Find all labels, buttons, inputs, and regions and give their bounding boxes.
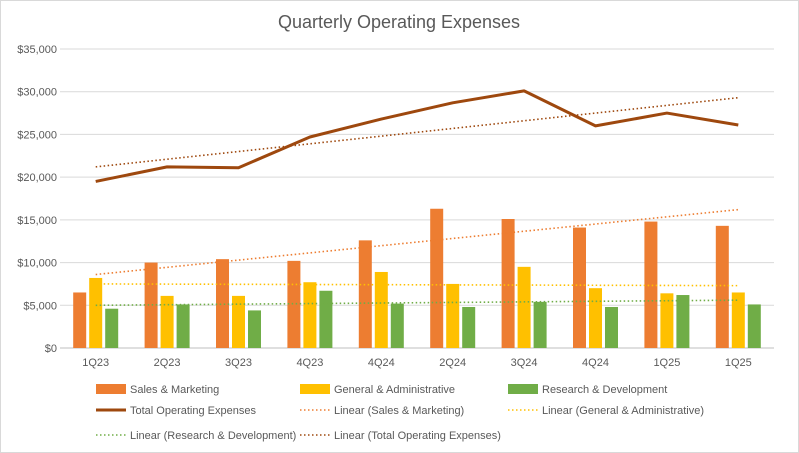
legend-swatch-general-administrative: [300, 384, 330, 394]
trendlines: [95, 96, 739, 307]
bar-sales-marketing-3: [287, 260, 301, 348]
bar-general-administrative-6: [517, 266, 531, 348]
trendline-linear-general-administrative: [95, 283, 739, 287]
legend-swatch-sales-marketing: [96, 384, 126, 394]
legend: Sales & Marketing General & Administrativ…: [96, 384, 704, 442]
bar-research-development-4: [390, 303, 404, 348]
x-tick-label-9: 1Q25: [725, 357, 752, 369]
trendline-linear-total-operating-expenses: [95, 96, 739, 168]
bar-research-development-2: [248, 310, 261, 348]
bar-general-administrative-7: [589, 288, 602, 348]
bar-research-development-0: [105, 308, 119, 348]
x-tick-label-8: 1Q25: [653, 357, 680, 369]
bar-general-administrative-2: [232, 295, 245, 348]
bar-sales-marketing-9: [715, 225, 729, 348]
trendline-linear-sales-marketing: [95, 208, 739, 276]
y-tick-label-5: $25,000: [17, 129, 57, 141]
x-tick-label-6: 3Q24: [511, 357, 538, 369]
bar-sales-marketing-8: [644, 221, 658, 348]
y-tick-label-0: $0: [45, 343, 57, 355]
bar-sales-marketing-2: [216, 259, 229, 348]
legend-swatch-research-development: [508, 384, 538, 394]
legend-label-linear-sales-marketing: Linear (Sales & Marketing): [334, 405, 464, 417]
bar-sales-marketing-1: [144, 262, 158, 348]
bars: [73, 208, 761, 348]
bar-research-development-3: [319, 290, 333, 348]
y-tick-label-3: $15,000: [17, 215, 57, 227]
y-tick-label-1: $5,000: [23, 300, 57, 312]
y-tick-label-7: $35,000: [17, 44, 57, 56]
line-total-operating-expenses: [95, 89, 739, 183]
bar-research-development-9: [747, 304, 761, 348]
x-tick-label-4: 4Q24: [368, 357, 395, 369]
bar-sales-marketing-5: [430, 208, 444, 348]
y-axis-ticks: $0 $5,000 $10,000 $15,000 $20,000 $25,000 $30,…: [17, 44, 57, 355]
y-tick-label-4: $20,000: [17, 172, 57, 184]
bar-general-administrative-0: [89, 277, 103, 348]
bar-general-administrative-9: [731, 292, 745, 348]
bar-research-development-7: [605, 306, 618, 348]
legend-label-linear-general-administrative: Linear (General & Administrative): [542, 405, 704, 417]
legend-label-linear-research-development: Linear (Research & Development): [130, 430, 296, 442]
bar-general-administrative-1: [160, 295, 174, 348]
x-tick-label-3: 4Q23: [296, 357, 323, 369]
series-lines: [95, 89, 739, 183]
x-tick-label-0: 1Q23: [82, 357, 109, 369]
bar-general-administrative-5: [446, 283, 460, 348]
bar-research-development-8: [676, 295, 690, 348]
trendline-linear-research-development: [95, 299, 739, 307]
x-tick-label-1: 2Q23: [154, 357, 181, 369]
bar-sales-marketing-7: [573, 227, 586, 348]
legend-label-total-operating-expenses: Total Operating Expenses: [130, 405, 256, 417]
legend-label-sales-marketing: Sales & Marketing: [130, 384, 219, 396]
bar-research-development-5: [462, 306, 476, 348]
bar-sales-marketing-0: [73, 292, 87, 348]
y-tick-label-6: $30,000: [17, 87, 57, 99]
bar-sales-marketing-4: [358, 240, 372, 348]
chart-title: Quarterly Operating Expenses: [278, 12, 520, 32]
legend-label-general-administrative: General & Administrative: [334, 384, 455, 396]
x-tick-label-2: 3Q23: [225, 357, 252, 369]
x-axis-ticks: 1Q23 2Q23 3Q23 4Q23 4Q24 2Q24 3Q24 4Q24 1Q25 1Q25: [82, 357, 752, 369]
y-tick-label-2: $10,000: [17, 258, 57, 270]
x-tick-label-5: 2Q24: [439, 357, 466, 369]
bar-general-administrative-8: [660, 293, 674, 348]
bar-general-administrative-4: [374, 271, 388, 348]
bar-research-development-6: [533, 301, 547, 348]
x-tick-label-7: 4Q24: [582, 357, 609, 369]
legend-label-linear-total-operating-expenses: Linear (Total Operating Expenses): [334, 430, 501, 442]
legend-label-research-development: Research & Development: [542, 384, 667, 396]
bar-sales-marketing-6: [501, 219, 515, 348]
bar-research-development-1: [176, 304, 190, 348]
bar-general-administrative-3: [303, 282, 317, 348]
